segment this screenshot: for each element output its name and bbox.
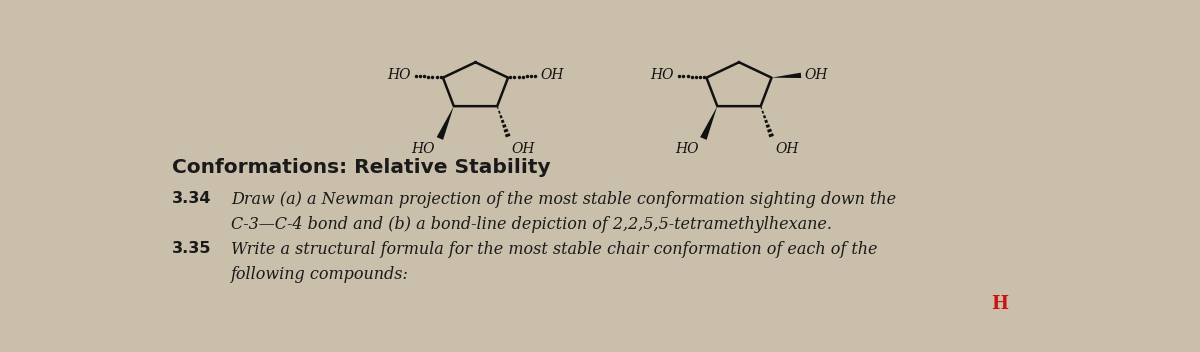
Text: OH: OH xyxy=(804,68,828,82)
Text: Draw (a) a Newman projection of the most stable conformation sighting down the
C: Draw (a) a Newman projection of the most… xyxy=(232,191,896,233)
Text: OH: OH xyxy=(541,68,564,82)
Text: 3.35: 3.35 xyxy=(172,241,211,256)
Text: Conformations: Relative Stability: Conformations: Relative Stability xyxy=(172,158,551,177)
Text: HO: HO xyxy=(386,68,410,82)
Polygon shape xyxy=(772,73,802,78)
Text: OH: OH xyxy=(775,142,799,156)
Text: 3.34: 3.34 xyxy=(172,191,211,206)
Polygon shape xyxy=(437,106,454,140)
Text: HO: HO xyxy=(650,68,674,82)
Polygon shape xyxy=(700,106,718,140)
Text: HO: HO xyxy=(676,142,698,156)
Text: H: H xyxy=(991,295,1008,313)
Text: OH: OH xyxy=(512,142,535,156)
Text: HO: HO xyxy=(412,142,436,156)
Text: Write a structural formula for the most stable chair conformation of each of the: Write a structural formula for the most … xyxy=(232,241,878,283)
